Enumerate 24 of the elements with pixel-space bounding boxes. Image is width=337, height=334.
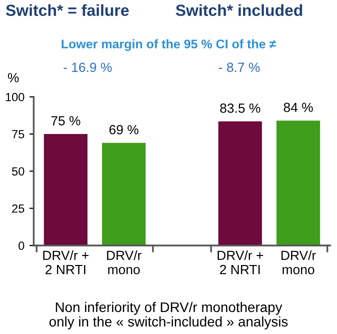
y-tick-label: 50 bbox=[12, 167, 24, 176]
bar bbox=[218, 121, 262, 246]
x-tick-label: DRV/r + 2 NRTI bbox=[218, 250, 264, 274]
y-tick-label: 100 bbox=[6, 92, 24, 102]
y-axis-title: % bbox=[8, 73, 19, 82]
text: Lower margin of the 95 % CI of the ≠ bbox=[62, 39, 276, 51]
x-tick-label: DRV/r mono bbox=[282, 250, 316, 274]
x-tick-label: DRV/r + 2 NRTI bbox=[43, 250, 89, 274]
data-label: 69 % bbox=[109, 125, 138, 134]
text: Non inferiority of DRV/r monotherapy only in the « switch-included » analysis bbox=[49, 302, 288, 330]
y-tick-label: 0 bbox=[18, 242, 24, 250]
data-label: 83.5 % bbox=[220, 103, 260, 113]
x-tick-label: DRV/r mono bbox=[107, 250, 142, 274]
y-tick-label: 25 bbox=[12, 204, 24, 213]
text: Switch* = failure bbox=[6, 4, 129, 16]
y-tick-label: 75 bbox=[12, 130, 24, 138]
bar bbox=[276, 120, 320, 246]
text: Switch* included bbox=[176, 4, 302, 16]
data-label: 84 % bbox=[284, 102, 313, 112]
text: - 16.9 % bbox=[64, 62, 112, 72]
text: - 8.7 % bbox=[218, 62, 260, 72]
data-label: 75 % bbox=[51, 116, 80, 126]
bar bbox=[102, 142, 146, 246]
bar bbox=[44, 134, 88, 246]
